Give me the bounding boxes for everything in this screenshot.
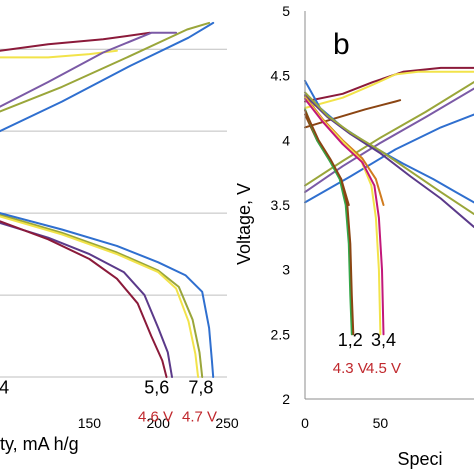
panel-a-series-line-6 [0, 221, 173, 378]
panel-b-series-line-15 [304, 109, 355, 336]
panel-a-series-line-10 [0, 212, 215, 378]
panel-a-series-line-5 [0, 21, 215, 133]
panel-b-series-line-5 [304, 81, 474, 187]
panel-a-x-tick-labels: 150 200 250 [78, 415, 239, 431]
panel-b-x-tick-2: 50 [373, 415, 389, 431]
panel-b-axes [304, 11, 474, 400]
panel-b-series-line-14 [304, 108, 353, 336]
panel-a-series-line-4 [0, 21, 211, 113]
panel-b-series-line-6 [304, 113, 474, 204]
panel-b-tick-labels: 22.533.544.550 50 [271, 3, 389, 431]
panel-b-series-line-2 [304, 70, 474, 109]
panel-a-annotation-1: 4 [0, 377, 9, 397]
panel-a-annotation-2: 5,6 [144, 377, 169, 397]
panel-b-background [250, 0, 474, 474]
panel-b-annotation-1: 1,2 [338, 330, 363, 350]
panel-a-x-tick-3: 250 [215, 415, 239, 431]
panel-a-series-line-8 [0, 213, 204, 378]
panel-b-annotation-2: 3,4 [371, 330, 396, 350]
panel-b-y-tick-6: 4.5 [271, 68, 291, 84]
panel-b-y-tick-3: 3 [282, 262, 290, 278]
panel-b-x-tick-1: 0 [301, 415, 309, 431]
panel-a-x-tick-1: 150 [78, 415, 102, 431]
panel-b-y-tick-4: 3.5 [271, 197, 291, 213]
panel-b-letter: b [333, 28, 350, 61]
panel-a: 150 200 250 4 5,6 7,8 4.6 V 4.7 V ty, mA h/g [0, 21, 239, 454]
panel-b-series-line-8 [304, 94, 474, 228]
panel-b-annotations: 1,2 3,44.3 V4.5 V [333, 330, 401, 377]
panel-b-annotation-4: 4.5 V [366, 360, 401, 377]
panel-b: 22.533.544.550 50 1,2 3,44.3 V4.5 V b Volt… [234, 0, 474, 474]
panel-b-y-tick-7: 5 [282, 3, 290, 19]
panel-a-series-line-7 [0, 220, 168, 378]
panel-b-annotation-3: 4.3 V [333, 360, 368, 377]
panel-a-annotations: 4 5,6 7,8 4.6 V 4.7 V [0, 377, 217, 425]
panel-b-y-axis-label: Voltage, V [234, 183, 254, 265]
panel-b-series-line-13 [304, 97, 385, 336]
panel-a-series-line-3 [0, 31, 178, 108]
panel-a-annotation-3: 7,8 [188, 377, 213, 397]
panel-a-x-tick-2: 200 [147, 415, 171, 431]
panel-a-series-line-1 [0, 31, 151, 52]
panel-a-series [0, 21, 215, 378]
panel-a-x-axis-label: ty, mA h/g [0, 434, 79, 454]
panel-b-x-axis-label: Speci [397, 449, 442, 469]
panel-b-series-line-12 [304, 96, 382, 336]
panel-a-annotation-4: 4.6 V [138, 408, 173, 425]
panel-b-series-line-4 [304, 87, 474, 194]
panel-b-y-tick-5: 4 [282, 132, 290, 148]
panel-b-series-line-9 [304, 91, 474, 216]
panel-b-series [304, 66, 474, 336]
panel-a-series-line-9 [0, 215, 200, 378]
panel-a-annotation-5: 4.7 V [182, 408, 217, 425]
panel-b-y-tick-1: 2 [282, 391, 290, 407]
panel-b-y-tick-2: 2.5 [271, 326, 291, 342]
